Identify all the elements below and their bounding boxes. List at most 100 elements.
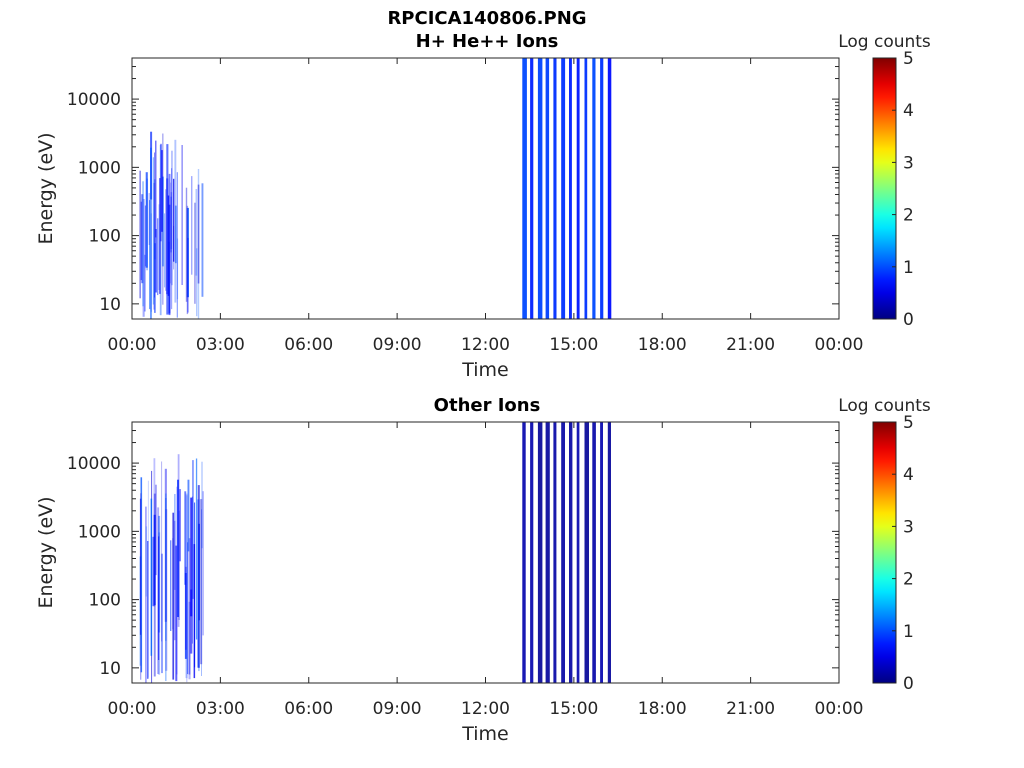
data-column — [607, 422, 611, 683]
data-column — [158, 532, 161, 675]
data-column — [178, 489, 181, 562]
x-tick-label: 00:00 — [815, 335, 864, 355]
data-column — [140, 201, 142, 281]
data-column — [607, 58, 612, 319]
x-tick-label: 06:00 — [284, 699, 333, 719]
data-column — [158, 536, 160, 660]
y-tick-label: 100 — [89, 227, 121, 247]
data-column — [145, 172, 148, 268]
data-column — [144, 254, 146, 312]
data-column — [160, 143, 162, 242]
x-tick-label: 03:00 — [196, 699, 245, 719]
data-column — [167, 195, 170, 296]
x-tick-label: 18:00 — [638, 335, 687, 355]
data-column — [176, 486, 178, 675]
panel-2: 00:00 03:00 06:00 09:00 12:00 15:00 18:00 21:00… — [35, 396, 931, 745]
data-column — [141, 194, 144, 284]
colorbar-label: Log counts — [838, 396, 931, 416]
data-column — [165, 493, 167, 681]
colorbar-tick-label: 0 — [903, 310, 914, 330]
data-column — [569, 58, 572, 319]
data-column — [175, 545, 178, 682]
data-column — [191, 176, 193, 275]
data-column — [200, 499, 203, 665]
data-column — [152, 536, 155, 607]
x-tick-label: 03:00 — [196, 335, 245, 355]
x-tick-label: 00:00 — [815, 699, 864, 719]
data-column — [153, 458, 156, 607]
colorbar-tick-label: 5 — [903, 413, 914, 433]
data-column — [592, 422, 596, 683]
data-column — [173, 225, 175, 270]
data-column — [187, 237, 189, 313]
colorbar-tick-label: 3 — [903, 153, 914, 173]
data-column — [168, 173, 171, 316]
data-column — [161, 461, 163, 642]
colorbar-tick-label: 2 — [903, 206, 914, 226]
colorbar-tick-label: 3 — [903, 517, 914, 537]
data-column — [162, 176, 164, 267]
data-column — [157, 218, 159, 296]
y-tick-label: 10000 — [67, 90, 121, 110]
data-column — [545, 422, 550, 683]
data-column — [139, 170, 141, 299]
data-column — [161, 553, 163, 674]
data-column — [161, 150, 163, 232]
data-column — [147, 541, 149, 679]
data-column — [173, 178, 175, 262]
data-column — [576, 58, 580, 319]
data-column — [146, 178, 148, 271]
data-column — [152, 157, 154, 305]
x-tick-label: 00:00 — [108, 335, 157, 355]
data-column — [553, 58, 557, 319]
data-column — [576, 422, 580, 683]
data-column — [174, 520, 176, 641]
data-column — [171, 150, 173, 286]
data-column — [158, 204, 161, 290]
data-column — [537, 58, 543, 319]
y-tick-label: 10000 — [67, 454, 121, 474]
data-column — [178, 510, 180, 620]
data-column — [145, 506, 147, 683]
y-tick-label: 10 — [99, 295, 121, 315]
data-column — [170, 196, 172, 253]
data-column — [198, 533, 200, 672]
data-column — [561, 58, 566, 319]
data-column — [153, 514, 156, 606]
data-column — [569, 422, 573, 683]
data-column — [181, 145, 183, 285]
data-column — [202, 491, 204, 636]
data-column — [159, 178, 161, 294]
data-column — [144, 205, 146, 267]
data-column — [522, 58, 527, 319]
data-column — [522, 422, 526, 683]
data-column — [165, 189, 167, 291]
data-column — [185, 187, 188, 302]
data-column — [561, 422, 565, 683]
data-column — [584, 422, 589, 683]
x-tick-label: 12:00 — [461, 335, 510, 355]
data-column — [150, 498, 153, 656]
heatmap-cells — [139, 58, 612, 319]
data-column — [188, 601, 191, 680]
data-column — [197, 485, 200, 668]
data-column — [530, 58, 534, 319]
plot-frame — [131, 57, 840, 320]
x-tick-label: 21:00 — [726, 335, 775, 355]
data-column — [176, 238, 179, 300]
data-column — [162, 133, 164, 305]
x-tick-label: 15:00 — [549, 699, 598, 719]
data-column — [194, 202, 196, 304]
plot-frame — [131, 421, 840, 684]
data-column — [174, 205, 177, 264]
data-column — [197, 184, 200, 284]
data-column — [600, 58, 604, 319]
y-tick-label: 100 — [89, 591, 121, 611]
x-tick-label: 00:00 — [108, 699, 157, 719]
data-column — [177, 479, 179, 617]
data-column — [185, 493, 188, 679]
data-column — [176, 172, 178, 318]
data-column — [187, 479, 190, 552]
data-column — [148, 193, 150, 245]
